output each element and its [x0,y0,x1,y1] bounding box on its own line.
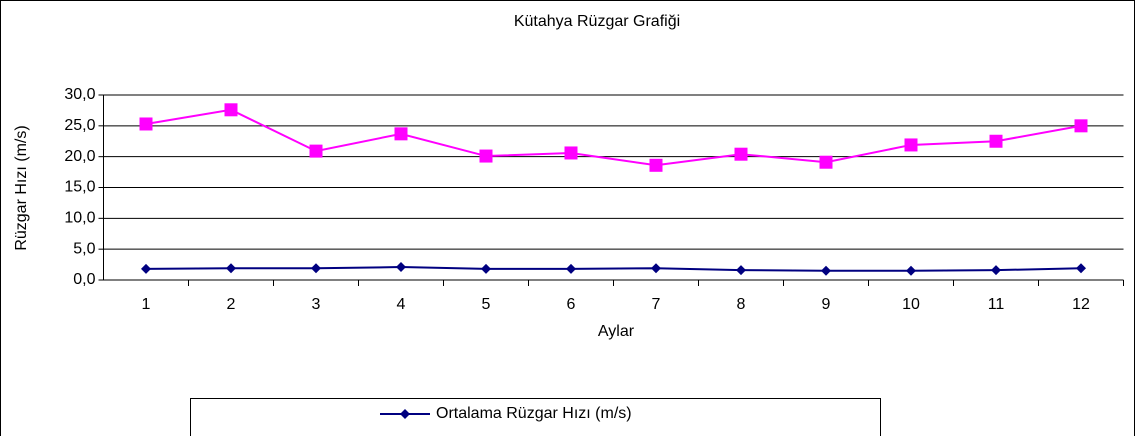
marker [1074,119,1088,133]
x-tick-label: 8 [737,296,746,313]
legend-box [190,398,881,436]
x-tick-label: 12 [1072,296,1090,313]
marker [906,265,916,276]
y-tick-label: 25,0 [64,117,95,134]
x-tick-label: 4 [397,296,406,313]
marker [224,103,238,117]
marker [819,155,833,169]
marker [734,147,748,161]
marker [736,265,746,276]
marker [904,138,918,152]
y-axis-label: Rüzgar Hızı (m/s) [13,125,30,250]
x-tick-label: 3 [312,296,321,313]
marker [226,263,236,274]
marker [400,409,410,419]
marker [396,262,406,273]
legend-label: Ortalama Rüzgar Hızı (m/s) [436,405,632,422]
x-tick-label: 1 [142,296,151,313]
y-tick-label: 0,0 [73,271,95,288]
x-tick-label: 10 [902,296,920,313]
x-axis-label: Aylar [598,323,635,340]
marker [1076,263,1086,274]
x-tick-label: 6 [567,296,576,313]
marker [479,149,493,163]
x-tick-label: 9 [822,296,831,313]
marker [139,117,153,131]
marker [649,158,663,172]
marker [481,263,491,274]
y-tick-label: 10,0 [64,210,95,227]
marker [566,263,576,274]
x-tick-label: 5 [482,296,491,313]
chart-title: Kütahya Rüzgar Grafiği [514,13,680,30]
marker [991,265,1001,276]
x-tick-label: 11 [988,296,1005,313]
x-tick-label: 7 [652,296,661,313]
series-line [145,266,1082,272]
series-line [145,108,1082,167]
marker [141,263,151,274]
marker [821,265,831,276]
y-tick-label: 5,0 [73,240,95,257]
marker [394,127,408,141]
marker [311,263,321,274]
marker [564,146,578,160]
x-tick-label: 2 [227,296,236,313]
marker [309,144,323,158]
y-tick-label: 20,0 [64,148,95,165]
marker [989,134,1003,148]
marker [651,263,661,274]
y-tick-label: 30,0 [64,86,95,103]
y-tick-label: 15,0 [64,179,95,196]
